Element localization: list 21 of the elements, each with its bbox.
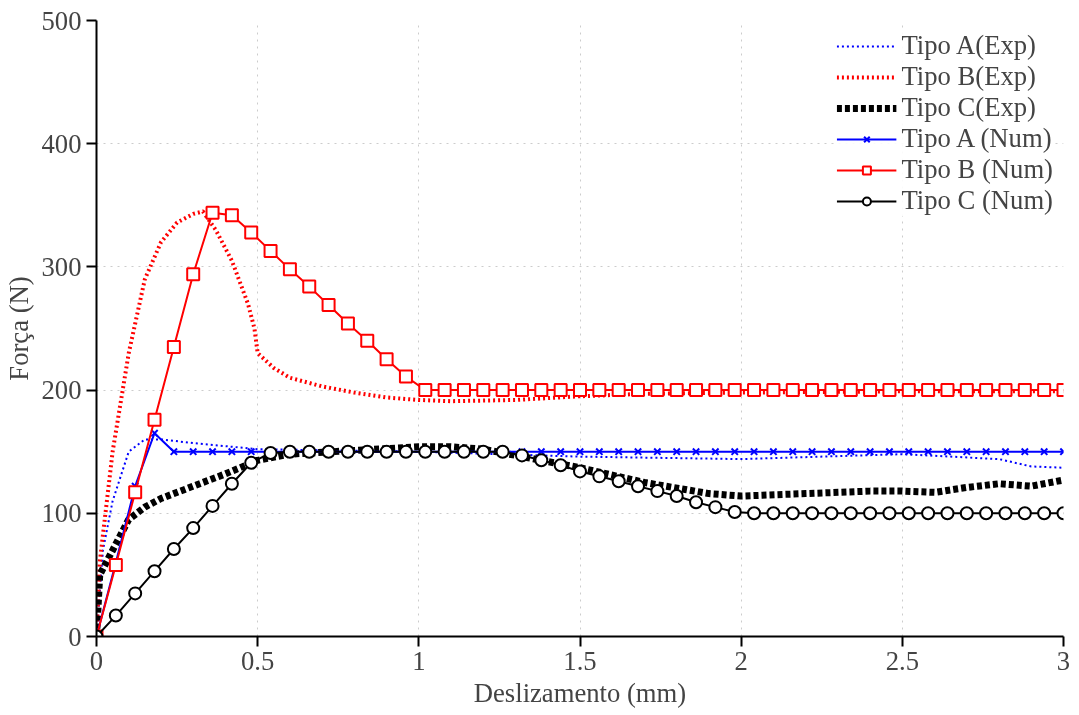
x-axis-title: Deslizamento (mm) xyxy=(473,677,687,708)
x-tick-label: 0.5 xyxy=(241,645,275,676)
legend-label: Tipo B(Exp) xyxy=(901,61,1036,92)
x-tick-label: 1.5 xyxy=(563,645,597,676)
y-tick-label: 200 xyxy=(41,375,82,406)
y-tick-label: 0 xyxy=(68,621,82,652)
y-tick-label: 300 xyxy=(41,251,82,282)
y-axis-title: Força (N) xyxy=(3,276,34,381)
y-tick-label: 500 xyxy=(41,5,82,36)
legend-label: Tipo A (Num) xyxy=(901,123,1052,154)
y-tick-label: 400 xyxy=(41,128,82,159)
x-tick-label: 2.5 xyxy=(885,645,919,676)
x-tick-label: 3 xyxy=(1056,645,1071,676)
x-tick-label: 1 xyxy=(412,645,426,676)
x-tick-label: 2 xyxy=(734,645,748,676)
x-tick-label: 0 xyxy=(89,645,104,676)
legend-label: Tipo C(Exp) xyxy=(901,92,1036,123)
legend-label: Tipo C (Num) xyxy=(901,185,1053,216)
legend-label: Tipo B (Num) xyxy=(901,154,1053,185)
y-tick-label: 100 xyxy=(41,498,82,529)
legend-label: Tipo A(Exp) xyxy=(901,30,1036,61)
